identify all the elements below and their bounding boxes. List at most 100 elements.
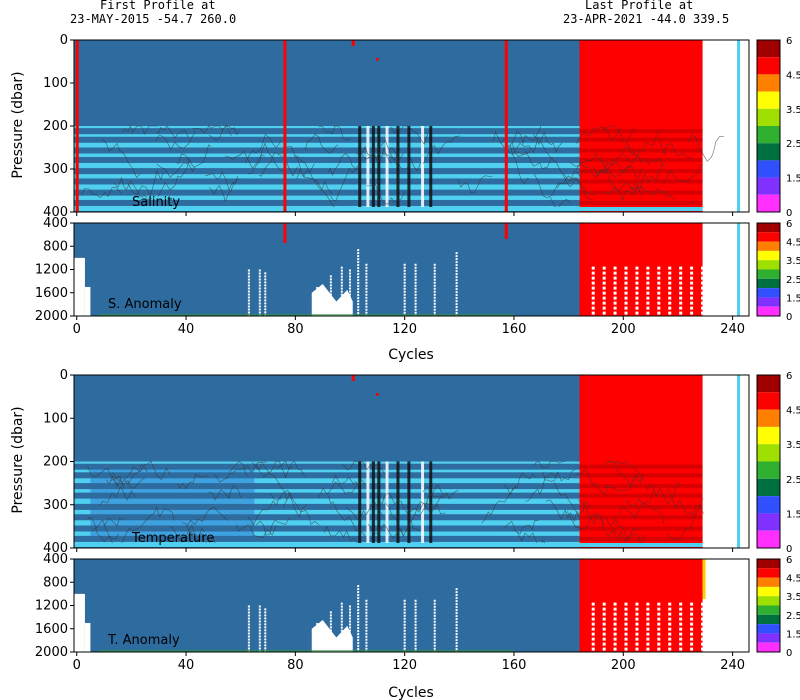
- y-tick-label: 300: [43, 162, 68, 177]
- colorbar-label: 3.5: [786, 440, 800, 451]
- qc-column: [371, 461, 375, 546]
- y-tick-label: 100: [43, 411, 68, 426]
- depth-stripe: [74, 189, 580, 196]
- y-tick-label: 1200: [35, 263, 68, 278]
- depth-stripe: [74, 503, 580, 510]
- qc-column: [396, 126, 400, 210]
- qc-red-mark: [351, 40, 355, 46]
- qc-column: [407, 461, 411, 546]
- colorbar-segment: [757, 177, 780, 195]
- colorbar-segment: [757, 108, 780, 126]
- qc-column: [358, 461, 362, 546]
- depth-stripe: [74, 147, 580, 154]
- x-tick-label: 0: [73, 658, 81, 673]
- y-tick-label: 100: [43, 76, 68, 91]
- colorbar-label: 1.5: [786, 629, 800, 640]
- depth-stripe-red: [579, 179, 703, 184]
- y-tick-label: 800: [43, 575, 68, 590]
- colorbar-segment: [757, 260, 780, 270]
- colorbar-segment: [757, 444, 780, 462]
- panel-label: Salinity: [132, 195, 180, 210]
- depth-stripe-red: [579, 493, 703, 498]
- colorbar-segment: [757, 633, 780, 643]
- colorbar-label: 4.5: [786, 406, 800, 417]
- colorbar-label: 0: [786, 648, 792, 659]
- colorbar-label: 3.5: [786, 592, 800, 603]
- qc-red-dot: [375, 57, 379, 61]
- colorbar-segment: [757, 143, 780, 161]
- colorbar-segment: [757, 642, 780, 652]
- qc-red-column: [504, 223, 508, 239]
- qc-column: [377, 461, 381, 546]
- depth-stripe: [74, 156, 580, 163]
- colorbar-segment: [757, 288, 780, 298]
- missing-patch: [311, 284, 353, 316]
- missing-data: [74, 257, 85, 316]
- qc-red-column: [75, 40, 79, 212]
- panel-label: Temperature: [131, 531, 214, 546]
- edge-flag-column: [737, 375, 741, 548]
- qc-column: [396, 461, 400, 546]
- y-tick-label: 0: [60, 368, 68, 383]
- qc-red-dot: [375, 392, 379, 396]
- colorbar-segment: [757, 126, 780, 144]
- panel-temperature-anomaly: 400 800 1200 1600 2000 0 40 80 120 160 200 240 T. An…: [35, 552, 800, 673]
- y-tick-label: 400: [43, 205, 68, 220]
- colorbar-label: 3.5: [786, 105, 800, 116]
- y-tick-label: 200: [43, 119, 68, 134]
- qc-red-mark: [351, 375, 355, 381]
- depth-stripe-red: [579, 484, 703, 489]
- colorbar-label: 0: [786, 312, 792, 323]
- qc-column: [366, 126, 370, 210]
- edge-flag-column: [737, 40, 741, 212]
- depth-stripe: [74, 178, 580, 185]
- x-tick-label: 0: [73, 322, 81, 337]
- y-tick-label: 800: [43, 239, 68, 254]
- depth-stripe: [74, 492, 580, 499]
- missing-data: [84, 286, 91, 316]
- depth-stripe: [74, 472, 580, 479]
- depth-stripe-red: [579, 504, 703, 509]
- colorbar-label: 4.5: [786, 70, 800, 81]
- depth-stripe: [74, 514, 580, 521]
- colorbar-label: 6: [786, 219, 792, 230]
- qc-column: [421, 126, 425, 210]
- bottom-band: [74, 543, 703, 547]
- colorbar-label: 0: [786, 544, 792, 555]
- colorbar: 6 4.5 3.5 2.5 1.5 0: [756, 36, 800, 219]
- colorbar-label: 4.5: [786, 574, 800, 585]
- colorbar-segment: [757, 160, 780, 178]
- colorbar-segment: [757, 496, 780, 514]
- y-tick-label: 1200: [35, 599, 68, 614]
- x-tick-label: 40: [178, 322, 195, 337]
- qc-column: [407, 126, 411, 210]
- colorbar-label: 2.5: [786, 139, 800, 150]
- colorbar-label: 2.5: [786, 275, 800, 286]
- colorbar-segment: [757, 596, 780, 606]
- cycles-xlabel-top: Cycles: [388, 347, 434, 363]
- colorbar-label: 4.5: [786, 238, 800, 249]
- qc-column: [371, 126, 375, 210]
- colorbar-frame: [756, 558, 781, 653]
- depth-stripe: [74, 525, 580, 532]
- colorbar-segment: [757, 577, 780, 587]
- colorbar-label: 6: [786, 36, 792, 47]
- panel-temperature: 0 100 200 300 400 Temperature 6 4.5 3.5 2.5 1.5 0: [43, 368, 800, 556]
- colorbar-segment: [757, 392, 780, 410]
- panels-group: 0100200300400Salinity64.53.52.51.5040080…: [35, 33, 800, 673]
- y-tick-label: 300: [43, 498, 68, 513]
- colorbar-label: 1.5: [786, 174, 800, 185]
- depth-stripe: [74, 199, 580, 206]
- x-tick-label: 160: [502, 658, 527, 673]
- depth-stripe-red: [579, 148, 703, 153]
- x-tick-label: 40: [178, 658, 195, 673]
- qc-column: [377, 126, 381, 210]
- depth-stripe: [74, 128, 580, 135]
- y-tick-label: 400: [43, 552, 68, 567]
- missing-patch: [311, 620, 353, 652]
- qc-column: [385, 461, 389, 546]
- depth-stripe-red: [579, 137, 703, 142]
- x-tick-label: 160: [502, 322, 527, 337]
- colorbar-segment: [757, 74, 780, 92]
- colorbar-segment: [757, 306, 780, 316]
